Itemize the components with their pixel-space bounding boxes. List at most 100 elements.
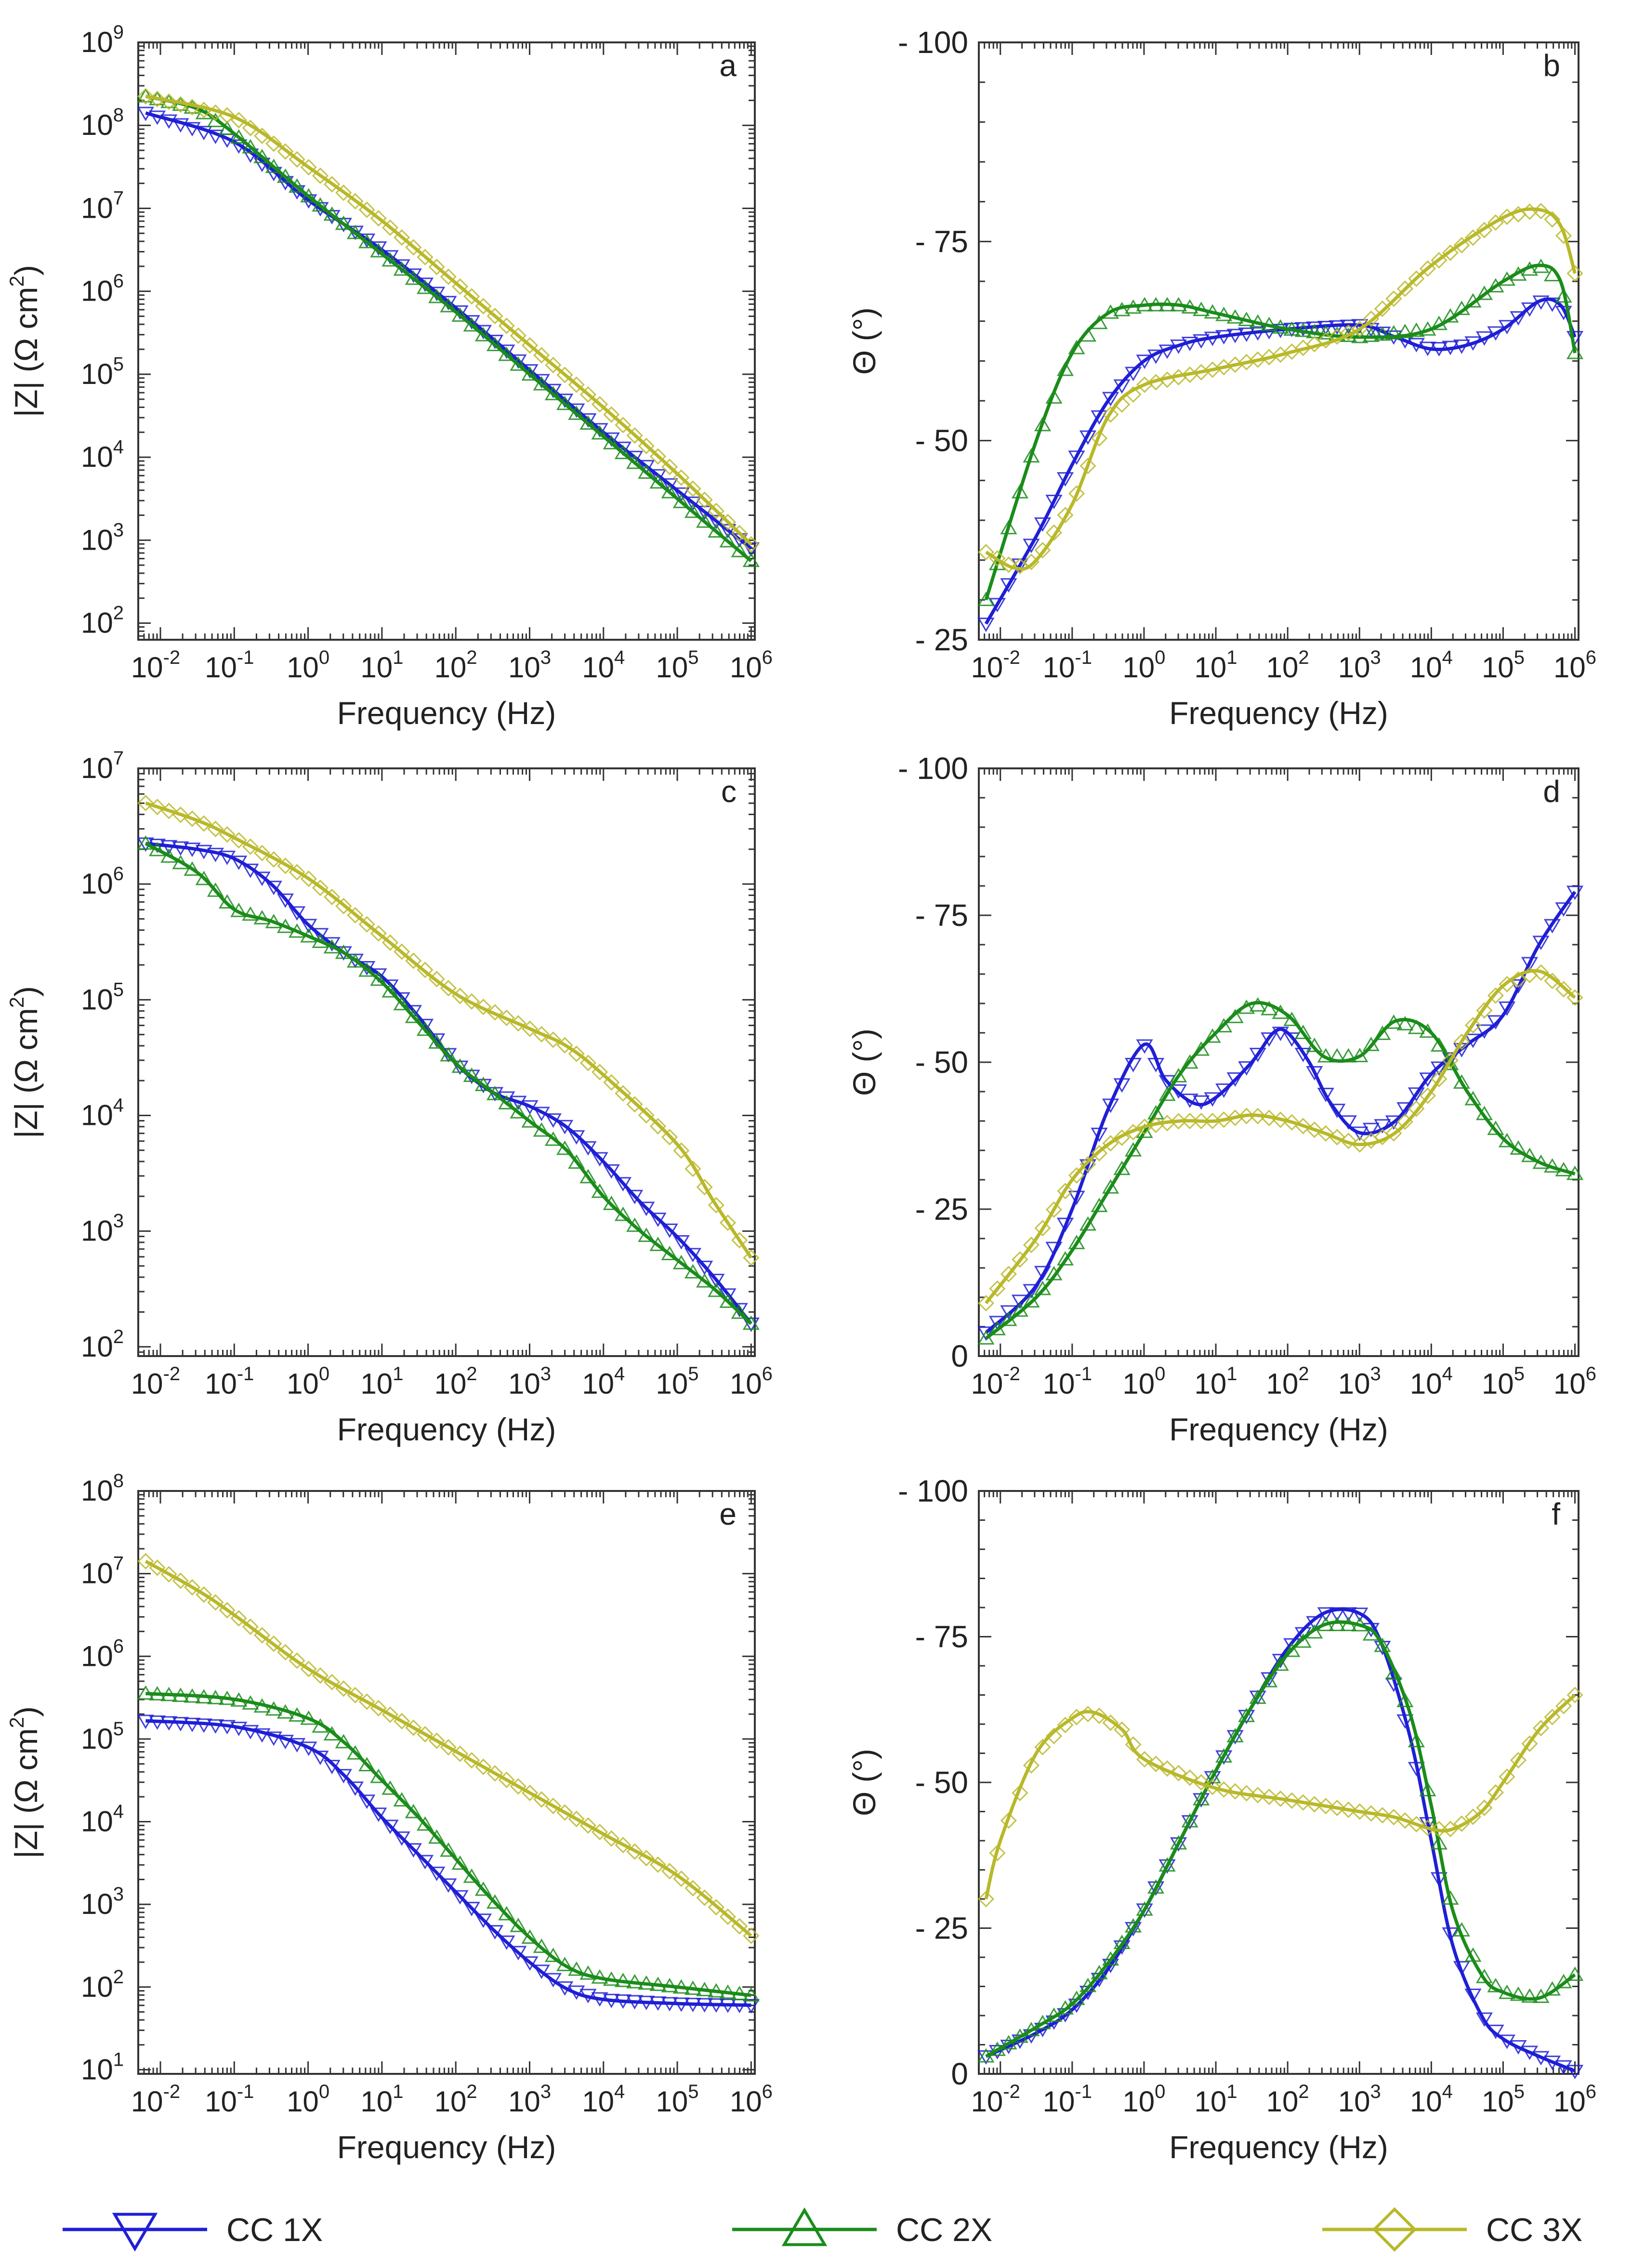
series-line: [984, 264, 1577, 601]
data-point: [672, 487, 690, 502]
data-point: [288, 906, 306, 921]
data-point: [1283, 321, 1301, 336]
data-point: [1340, 1801, 1357, 1818]
data-point: [1351, 1617, 1369, 1632]
data-point: [1555, 2060, 1572, 2075]
data-point: [556, 1804, 573, 1821]
x-tick-label: 106: [730, 647, 773, 684]
data-point: [1045, 1266, 1063, 1280]
data-point: [1226, 309, 1244, 324]
data-point: [265, 1701, 282, 1716]
data-point: [661, 484, 678, 499]
data-point: [405, 239, 422, 256]
data-point: [312, 879, 329, 897]
data-point: [1431, 1070, 1448, 1087]
data-point: [335, 897, 352, 915]
series-line: [985, 1620, 1576, 2058]
data-point: [218, 120, 236, 135]
data-point: [510, 1917, 527, 1932]
y-tick-label: 0: [951, 1339, 968, 1373]
data-point: [568, 376, 585, 393]
data-point: [1136, 1901, 1153, 1916]
x-tick-label: 101: [1195, 2081, 1237, 2118]
x-tick-label: 101: [360, 647, 403, 684]
data-point: [1079, 1156, 1096, 1173]
data-point: [428, 289, 446, 303]
data-point: [638, 1975, 655, 1990]
data-point: [276, 168, 294, 183]
data-point: [416, 1021, 434, 1036]
data-point: [253, 127, 271, 145]
data-point: [1464, 229, 1482, 246]
data-point: [1317, 1607, 1334, 1622]
x-tick-label: 100: [287, 1363, 329, 1400]
y-tick-label: - 50: [915, 1045, 968, 1080]
x-tick-label: 105: [656, 2081, 699, 2118]
x-tick-label: 10-2: [971, 1363, 1020, 1400]
data-point: [1430, 1835, 1448, 1850]
data-point: [977, 1330, 995, 1345]
data-point: [1487, 1978, 1504, 1992]
data-point: [416, 1816, 434, 1831]
data-point: [1057, 1716, 1074, 1733]
data-point: [428, 971, 445, 988]
y-axis-label: Θ (°): [846, 1029, 882, 1096]
data-point: [626, 1217, 644, 1232]
data-point: [1193, 1041, 1210, 1056]
x-tick-label: 10-1: [205, 647, 254, 684]
data-point: [1543, 1158, 1561, 1173]
data-point: [626, 1843, 643, 1860]
data-point: [719, 514, 737, 530]
data-point: [1102, 392, 1119, 407]
y-tick-label: 108: [81, 1470, 124, 1507]
data-point: [184, 1717, 201, 1732]
data-point: [230, 902, 248, 917]
data-point: [1510, 971, 1527, 988]
x-tick-label: 10-2: [131, 1363, 180, 1400]
data-point: [405, 1804, 422, 1819]
data-point: [1464, 293, 1482, 308]
panel-e: 10-2 10-1 100 101 102 103 104 105 106 Frequency (…: [5, 1470, 773, 2165]
data-point: [1532, 964, 1550, 981]
data-point: [1306, 1037, 1323, 1052]
data-point: [463, 1068, 480, 1082]
data-point: [498, 1935, 515, 1950]
data-point: [1532, 295, 1550, 310]
data-point: [603, 1195, 620, 1210]
data-point: [1566, 1165, 1584, 1180]
data-point: [1306, 1121, 1323, 1138]
data-point: [474, 327, 492, 342]
data-point: [1374, 1637, 1391, 1652]
data-point: [1193, 302, 1210, 316]
data-point: [684, 1998, 702, 2013]
data-point: [1385, 1125, 1402, 1142]
x-tick-label: 101: [360, 2081, 403, 2118]
data-point: [1306, 1624, 1323, 1639]
data-point: [1147, 1881, 1165, 1896]
data-point: [1193, 1793, 1210, 1808]
data-point: [988, 1320, 1006, 1335]
data-point: [626, 1974, 644, 1989]
data-point: [1023, 1237, 1040, 1253]
data-point: [1079, 1216, 1097, 1231]
data-point: [1136, 1039, 1153, 1054]
data-point: [626, 427, 643, 444]
series-cc-2x: [977, 1617, 1584, 2063]
data-point: [486, 1925, 504, 1940]
x-tick-label: 104: [582, 1363, 625, 1400]
x-tick-label: 106: [730, 2081, 773, 2118]
data-point: [1124, 367, 1142, 382]
data-point: [1340, 1617, 1357, 1632]
data-point: [148, 1686, 166, 1701]
data-point: [358, 916, 375, 933]
data-point: [1544, 1709, 1561, 1726]
data-point: [1136, 1903, 1153, 1918]
data-point: [346, 224, 364, 239]
data-point: [1113, 1078, 1131, 1093]
data-point: [1283, 1114, 1300, 1131]
data-point: [1385, 290, 1402, 307]
data-point: [1181, 336, 1198, 351]
data-point: [591, 1064, 608, 1081]
data-point: [1113, 1935, 1131, 1949]
data-point: [1113, 1721, 1131, 1738]
